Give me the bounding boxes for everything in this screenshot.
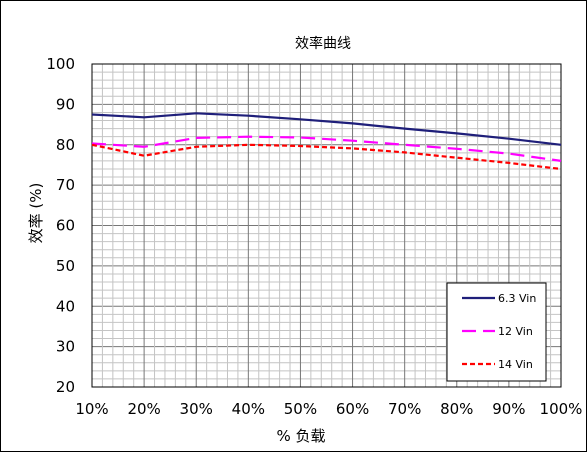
series-line (91, 143, 562, 171)
legend-label: 14 Vin (498, 358, 533, 371)
x-tick-label: 30% (180, 400, 213, 418)
x-tick-label: 50% (284, 400, 317, 418)
x-tick-label: 60% (336, 400, 369, 418)
x-tick-label: 20% (127, 400, 160, 418)
legend: 6.3 Vin 12 Vin 14 Vin (446, 282, 547, 382)
y-tick-label: 80 (56, 136, 75, 154)
y-tick-label: 60 (56, 217, 75, 235)
legend-label: 6.3 Vin (498, 292, 536, 305)
y-tick-label: 40 (56, 297, 75, 315)
legend-label: 12 Vin (498, 325, 533, 338)
plot-border (91, 63, 562, 388)
y-axis-label: 效率 (%) (27, 183, 45, 244)
x-tick-label: 90% (492, 400, 525, 418)
x-tick-label: 80% (440, 400, 473, 418)
x-axis-label: % 负载 (276, 427, 325, 445)
x-tick-label: 100% (540, 400, 583, 418)
chart-title: 效率曲线 (295, 35, 351, 52)
y-tick-label: 30 (56, 338, 75, 356)
x-tick-label: 70% (388, 400, 421, 418)
x-tick-label: 10% (75, 400, 108, 418)
tick-labels: 20 30 40 50 60 70 80 90 100 10% 20% 30% 40% 50% 60% 70%… (46, 55, 582, 418)
series-lines (91, 112, 562, 171)
x-tick-label: 40% (232, 400, 265, 418)
y-tick-label: 20 (56, 378, 75, 396)
series-line (91, 112, 562, 146)
y-tick-label: 90 (56, 95, 75, 113)
y-tick-label: 50 (56, 257, 75, 275)
series-line (91, 135, 562, 162)
grid (92, 64, 561, 387)
y-tick-label: 100 (46, 55, 75, 73)
y-tick-label: 70 (56, 176, 75, 194)
